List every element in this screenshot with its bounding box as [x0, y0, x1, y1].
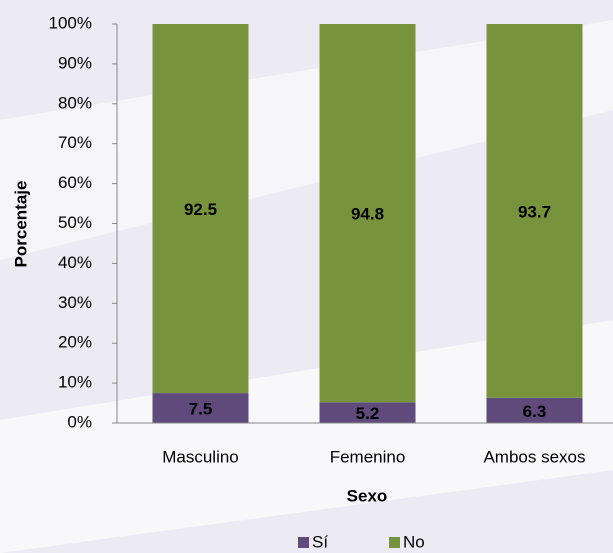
y-tick-label: 30% [58, 293, 92, 312]
y-tick-label: 90% [58, 53, 92, 72]
y-tick-label: 50% [58, 213, 92, 232]
data-label: 92.5 [184, 200, 217, 219]
y-tick-label: 20% [58, 333, 92, 352]
y-tick-label: 40% [58, 253, 92, 272]
legend-label: Sí [312, 532, 328, 551]
y-tick-label: 10% [58, 373, 92, 392]
bar-segment [319, 24, 416, 403]
y-tick-label: 60% [58, 173, 92, 192]
data-label: 7.5 [189, 400, 213, 419]
y-tick-label: 0% [67, 412, 92, 431]
bar-segment [152, 393, 249, 423]
legend-swatch [389, 537, 400, 548]
y-tick-label: 80% [58, 93, 92, 112]
bar-segment [486, 24, 583, 398]
bar-segment [486, 397, 583, 423]
y-tick-label: 70% [58, 133, 92, 152]
data-label: 5.2 [356, 404, 380, 423]
data-label: 94.8 [351, 205, 384, 224]
background-stripe [0, 320, 613, 553]
data-label: 6.3 [523, 402, 547, 421]
x-tick-label: Femenino [330, 447, 406, 466]
data-label: 93.7 [518, 202, 551, 221]
x-tick-label: Masculino [162, 447, 239, 466]
bar-segment [319, 402, 416, 423]
x-tick-label: Ambos sexos [483, 447, 585, 466]
x-axis-title: Sexo [347, 486, 388, 505]
y-axis-title: Porcentaje [11, 181, 30, 268]
bar-segment [152, 24, 249, 394]
legend-swatch [298, 537, 309, 548]
legend-label: No [403, 532, 425, 551]
y-tick-label: 100% [49, 13, 92, 32]
